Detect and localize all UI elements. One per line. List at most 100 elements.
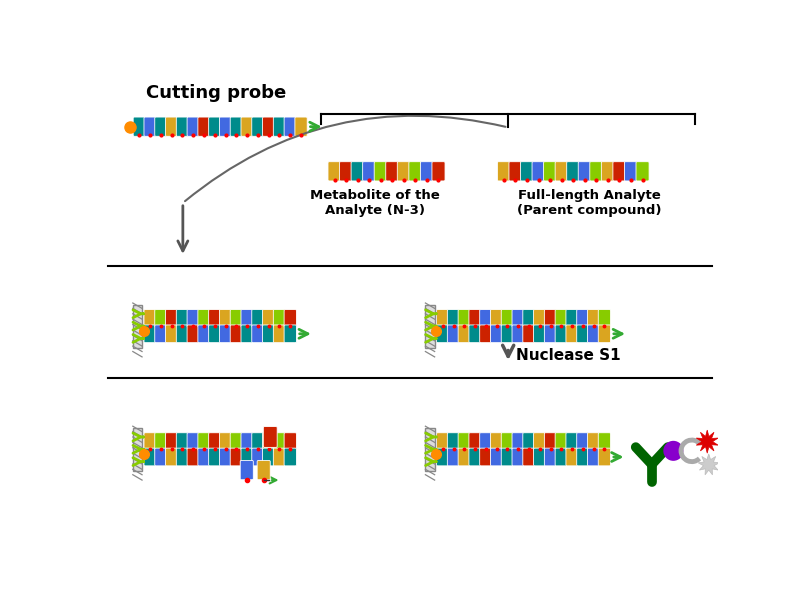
FancyBboxPatch shape (241, 433, 254, 451)
FancyBboxPatch shape (625, 162, 638, 181)
FancyBboxPatch shape (252, 433, 264, 451)
FancyBboxPatch shape (398, 162, 410, 181)
FancyBboxPatch shape (187, 310, 199, 327)
FancyBboxPatch shape (351, 162, 364, 181)
FancyBboxPatch shape (144, 433, 156, 451)
FancyBboxPatch shape (480, 325, 492, 343)
FancyBboxPatch shape (144, 117, 156, 136)
Text: Cutting probe: Cutting probe (146, 83, 286, 101)
FancyBboxPatch shape (154, 310, 167, 327)
FancyBboxPatch shape (209, 433, 221, 451)
FancyBboxPatch shape (523, 310, 535, 327)
FancyBboxPatch shape (166, 433, 178, 451)
FancyBboxPatch shape (498, 162, 510, 181)
FancyBboxPatch shape (187, 117, 199, 136)
FancyBboxPatch shape (187, 433, 199, 451)
FancyBboxPatch shape (154, 448, 167, 466)
FancyBboxPatch shape (166, 310, 178, 327)
FancyBboxPatch shape (521, 162, 534, 181)
FancyArrowPatch shape (185, 116, 506, 201)
FancyBboxPatch shape (274, 325, 286, 343)
FancyBboxPatch shape (490, 310, 502, 327)
FancyBboxPatch shape (469, 310, 482, 327)
FancyBboxPatch shape (154, 325, 167, 343)
FancyBboxPatch shape (144, 310, 156, 327)
FancyBboxPatch shape (587, 325, 600, 343)
FancyBboxPatch shape (274, 448, 286, 466)
FancyBboxPatch shape (534, 433, 546, 451)
FancyBboxPatch shape (480, 310, 492, 327)
FancyBboxPatch shape (274, 310, 286, 327)
FancyBboxPatch shape (166, 325, 178, 343)
FancyBboxPatch shape (154, 117, 167, 136)
FancyBboxPatch shape (209, 448, 221, 466)
FancyBboxPatch shape (284, 325, 297, 343)
FancyBboxPatch shape (209, 117, 221, 136)
FancyBboxPatch shape (544, 310, 557, 327)
FancyBboxPatch shape (512, 448, 524, 466)
Bar (426, 428, 434, 471)
FancyBboxPatch shape (284, 310, 297, 327)
FancyBboxPatch shape (284, 117, 297, 136)
FancyBboxPatch shape (166, 117, 178, 136)
FancyBboxPatch shape (219, 448, 232, 466)
FancyBboxPatch shape (577, 310, 589, 327)
FancyBboxPatch shape (532, 162, 545, 181)
FancyBboxPatch shape (534, 325, 546, 343)
FancyBboxPatch shape (602, 162, 614, 181)
FancyBboxPatch shape (534, 310, 546, 327)
FancyBboxPatch shape (409, 162, 422, 181)
FancyBboxPatch shape (274, 117, 286, 136)
Polygon shape (698, 454, 719, 475)
Text: Nuclease S1: Nuclease S1 (516, 348, 621, 363)
FancyBboxPatch shape (209, 310, 221, 327)
FancyBboxPatch shape (176, 325, 189, 343)
FancyBboxPatch shape (458, 448, 470, 466)
FancyBboxPatch shape (219, 325, 232, 343)
FancyBboxPatch shape (512, 433, 524, 451)
FancyBboxPatch shape (176, 310, 189, 327)
FancyBboxPatch shape (534, 448, 546, 466)
FancyBboxPatch shape (257, 460, 270, 480)
FancyBboxPatch shape (219, 117, 232, 136)
FancyBboxPatch shape (447, 310, 460, 327)
FancyBboxPatch shape (512, 325, 524, 343)
Bar (133, 428, 142, 471)
FancyBboxPatch shape (447, 325, 460, 343)
FancyBboxPatch shape (578, 162, 591, 181)
FancyBboxPatch shape (502, 448, 514, 466)
FancyBboxPatch shape (502, 433, 514, 451)
FancyBboxPatch shape (432, 162, 445, 181)
FancyBboxPatch shape (219, 433, 232, 451)
Polygon shape (696, 430, 718, 453)
FancyBboxPatch shape (187, 325, 199, 343)
FancyBboxPatch shape (566, 325, 578, 343)
FancyBboxPatch shape (252, 448, 264, 466)
FancyBboxPatch shape (230, 310, 242, 327)
FancyBboxPatch shape (587, 310, 600, 327)
FancyBboxPatch shape (480, 433, 492, 451)
FancyBboxPatch shape (598, 433, 610, 451)
FancyBboxPatch shape (166, 448, 178, 466)
FancyBboxPatch shape (523, 325, 535, 343)
FancyBboxPatch shape (209, 325, 221, 343)
FancyBboxPatch shape (241, 325, 254, 343)
FancyBboxPatch shape (230, 448, 242, 466)
FancyBboxPatch shape (263, 427, 277, 448)
FancyBboxPatch shape (374, 162, 387, 181)
FancyBboxPatch shape (176, 117, 189, 136)
FancyBboxPatch shape (577, 325, 589, 343)
FancyBboxPatch shape (295, 117, 307, 136)
FancyBboxPatch shape (555, 448, 567, 466)
FancyBboxPatch shape (636, 162, 649, 181)
FancyBboxPatch shape (490, 448, 502, 466)
FancyBboxPatch shape (154, 433, 167, 451)
FancyBboxPatch shape (198, 325, 210, 343)
FancyBboxPatch shape (230, 117, 242, 136)
FancyBboxPatch shape (262, 448, 275, 466)
FancyBboxPatch shape (284, 433, 297, 451)
FancyBboxPatch shape (437, 433, 449, 451)
FancyBboxPatch shape (339, 162, 353, 181)
FancyBboxPatch shape (587, 433, 600, 451)
FancyBboxPatch shape (458, 325, 470, 343)
